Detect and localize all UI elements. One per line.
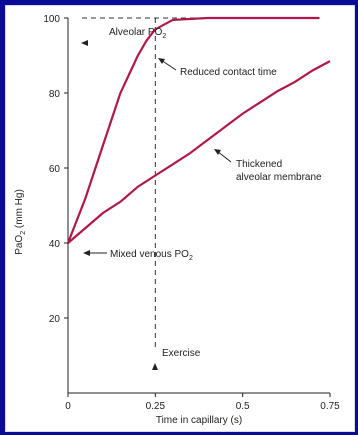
x-tick-label: 0.5 [236,401,250,412]
x-tick-label: 0.25 [146,401,166,412]
y-axis-title-main: PaO [14,235,25,255]
y-tick-label: 80 [49,89,61,100]
x-tick-label: 0 [65,401,71,412]
exercise-arrow-head [152,363,158,370]
x-tick-label: 0.75 [320,401,340,412]
annotation-mixed-subscript: 2 [189,255,193,262]
reduced-leader-arrow-head [158,58,165,64]
y-tick-label: 100 [43,14,60,25]
thickened-leader-line [216,150,232,163]
thickened-leader-arrow-head [214,149,221,155]
y-axis-title-suffix: (mm Hg) [14,189,25,231]
y-tick-label: 20 [49,314,61,325]
chart-frame [5,5,355,432]
y-axis-title-subscript: 2 [20,231,27,235]
annotation-mixed-venous-po2: Mixed venous PO2 [110,249,193,262]
annotation-mixed-text: Mixed venous PO [110,249,189,260]
mixed-venous-arrow-head [83,250,90,256]
series-line-reduced-contact [66,16,320,244]
x-axis-title: Time in capillary (s) [156,415,242,426]
y-tick-label: 40 [49,239,61,250]
series-line-thickened-membrane [67,60,331,244]
reduced-leader-line [160,59,177,71]
y-tick-label: 60 [49,164,61,175]
annotation-thickened-line1: Thickened [236,159,282,170]
annotation-alveolar-subscript: 2 [162,33,166,40]
annotation-alveolar-po2: Alveolar PO2 [109,27,166,40]
annotation-thickened-line2: alveolar membrane [236,172,322,183]
alveolar-arrow-head [81,40,88,46]
y-axis-title: PaO2 (mm Hg) [14,189,27,255]
annotation-reduced-contact-time: Reduced contact time [180,67,277,78]
annotation-exercise: Exercise [162,348,201,359]
annotation-alveolar-text: Alveolar PO [109,27,163,38]
